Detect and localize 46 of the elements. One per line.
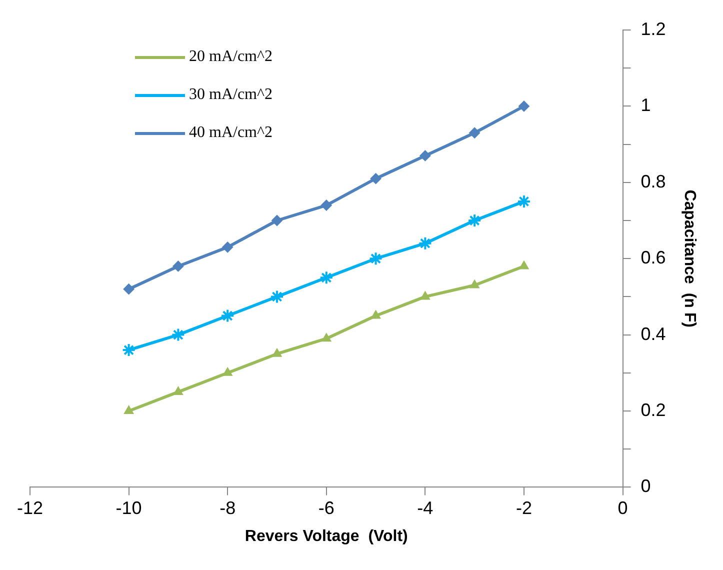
- point: [368, 252, 383, 266]
- point: [519, 260, 529, 270]
- y-tick-label: 0: [640, 476, 651, 496]
- point: [123, 284, 134, 295]
- point: [271, 215, 282, 226]
- x-tick-label: -12: [16, 498, 44, 518]
- y-tick-label: 1.2: [640, 18, 666, 39]
- x-tick-label: -2: [516, 498, 532, 518]
- legend-label: 30 mA/cm^2: [189, 86, 272, 104]
- y-tick-label: 1: [640, 95, 651, 116]
- y-tick-label: 0.8: [640, 171, 666, 192]
- y-tick-label: 0.6: [640, 248, 666, 268]
- x-tick-label: -6: [318, 498, 334, 518]
- point: [320, 200, 332, 211]
- point: [270, 290, 284, 304]
- point: [418, 236, 432, 250]
- x-tick-label: -4: [417, 498, 434, 518]
- point: [319, 270, 334, 285]
- y-axis-title: Capacitance (n F): [680, 190, 698, 328]
- point: [172, 260, 184, 272]
- point: [516, 194, 531, 208]
- point: [220, 308, 235, 323]
- point: [470, 280, 480, 288]
- x-tick-label: -10: [116, 498, 142, 518]
- point: [420, 150, 431, 162]
- point: [173, 386, 184, 395]
- legend-label: 40 mA/cm^2: [189, 124, 272, 142]
- x-axis-title: Revers Voltage (Volt): [244, 528, 408, 545]
- point: [469, 127, 480, 138]
- legend-label: 20 mA/cm^2: [189, 48, 272, 66]
- y-tick-label: 0.2: [640, 400, 666, 420]
- point: [420, 291, 430, 300]
- x-tick-label: 0: [618, 498, 628, 518]
- point: [370, 310, 381, 319]
- point: [222, 367, 232, 376]
- y-tick-label: 0.4: [640, 324, 666, 344]
- point: [370, 173, 382, 184]
- point: [272, 348, 282, 357]
- x-tick-label: -8: [220, 498, 236, 518]
- point: [124, 406, 134, 414]
- point: [222, 242, 234, 253]
- point: [468, 214, 482, 228]
- point: [518, 100, 530, 112]
- point: [171, 328, 186, 342]
- point: [122, 343, 136, 358]
- point: [322, 333, 332, 342]
